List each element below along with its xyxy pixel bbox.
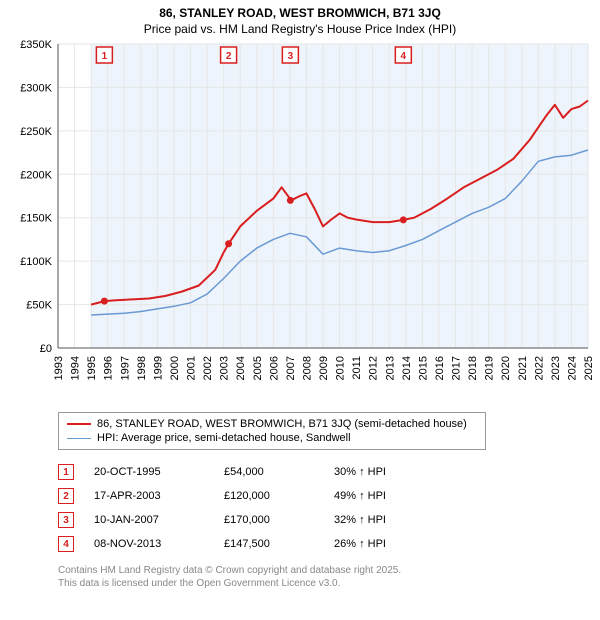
legend-label: 86, STANLEY ROAD, WEST BROMWICH, B71 3JQ… [97,418,467,430]
svg-text:2013: 2013 [384,356,396,380]
svg-text:2014: 2014 [401,356,413,380]
svg-text:1994: 1994 [70,356,82,380]
legend-item: HPI: Average price, semi-detached house,… [67,431,477,445]
svg-text:£50K: £50K [26,300,52,312]
legend-swatch [67,423,91,425]
marker-delta: 30% ↑ HPI [334,466,424,478]
svg-text:2016: 2016 [434,356,446,380]
marker-row: 4 08-NOV-2013 £147,500 26% ↑ HPI [58,532,600,556]
svg-text:2002: 2002 [202,356,214,380]
svg-text:2019: 2019 [484,356,496,380]
marker-row: 3 10-JAN-2007 £170,000 32% ↑ HPI [58,508,600,532]
svg-text:2023: 2023 [550,356,562,380]
svg-text:2024: 2024 [566,356,578,380]
marker-price: £54,000 [224,466,314,478]
marker-date: 10-JAN-2007 [94,514,204,526]
svg-text:2005: 2005 [252,356,264,380]
sale-markers-table: 1 20-OCT-1995 £54,000 30% ↑ HPI 2 17-APR-2003… [58,460,600,556]
marker-number: 2 [58,488,74,504]
svg-text:1996: 1996 [103,356,115,380]
svg-text:2025: 2025 [583,356,595,380]
svg-text:2000: 2000 [169,356,181,380]
svg-text:1997: 1997 [119,356,131,380]
svg-text:2004: 2004 [235,356,247,380]
svg-text:3: 3 [288,51,294,62]
svg-text:£350K: £350K [20,39,52,51]
svg-text:£100K: £100K [20,256,52,268]
svg-text:2011: 2011 [351,356,363,380]
svg-text:2022: 2022 [533,356,545,380]
svg-text:2009: 2009 [318,356,330,380]
marker-date: 20-OCT-1995 [94,466,204,478]
svg-text:2003: 2003 [219,356,231,380]
svg-text:2006: 2006 [268,356,280,380]
marker-number: 3 [58,512,74,528]
svg-text:2020: 2020 [500,356,512,380]
marker-price: £170,000 [224,514,314,526]
svg-text:2007: 2007 [285,356,297,380]
svg-text:£0: £0 [40,343,52,355]
svg-text:£300K: £300K [20,82,52,94]
svg-text:1995: 1995 [86,356,98,380]
marker-date: 08-NOV-2013 [94,538,204,550]
chart-title-address: 86, STANLEY ROAD, WEST BROMWICH, B71 3JQ [0,0,600,20]
marker-price: £120,000 [224,490,314,502]
footer-line-1: Contains HM Land Registry data © Crown c… [58,564,600,577]
marker-delta: 26% ↑ HPI [334,538,424,550]
marker-price: £147,500 [224,538,314,550]
svg-text:2: 2 [226,51,232,62]
footer-attribution: Contains HM Land Registry data © Crown c… [58,564,600,590]
svg-text:2015: 2015 [417,356,429,380]
chart-title-subtitle: Price paid vs. HM Land Registry's House … [0,20,600,36]
svg-text:2010: 2010 [335,356,347,380]
svg-text:1993: 1993 [53,356,65,380]
svg-text:2017: 2017 [451,356,463,380]
legend-label: HPI: Average price, semi-detached house,… [97,432,351,444]
chart-container: 86, STANLEY ROAD, WEST BROMWICH, B71 3JQ… [0,0,600,620]
marker-date: 17-APR-2003 [94,490,204,502]
svg-text:1998: 1998 [136,356,148,380]
svg-text:4: 4 [401,51,407,62]
legend-item: 86, STANLEY ROAD, WEST BROMWICH, B71 3JQ… [67,417,477,431]
svg-text:£200K: £200K [20,169,52,181]
marker-delta: 49% ↑ HPI [334,490,424,502]
svg-text:£150K: £150K [20,213,52,225]
marker-row: 1 20-OCT-1995 £54,000 30% ↑ HPI [58,460,600,484]
svg-text:1: 1 [102,51,108,62]
marker-row: 2 17-APR-2003 £120,000 49% ↑ HPI [58,484,600,508]
svg-text:2021: 2021 [517,356,529,380]
marker-number: 4 [58,536,74,552]
chart-plot-area: £0 £50K £100K £150K £200K £250K £300K £350K 1993… [0,36,600,406]
legend-swatch [67,438,91,439]
marker-delta: 32% ↑ HPI [334,514,424,526]
svg-text:2008: 2008 [301,356,313,380]
legend: 86, STANLEY ROAD, WEST BROMWICH, B71 3JQ… [58,412,486,450]
svg-text:2018: 2018 [467,356,479,380]
svg-text:£250K: £250K [20,126,52,138]
footer-line-2: This data is licensed under the Open Gov… [58,577,600,590]
svg-text:1999: 1999 [152,356,164,380]
svg-text:2012: 2012 [368,356,380,380]
svg-text:2001: 2001 [186,356,198,380]
marker-number: 1 [58,464,74,480]
